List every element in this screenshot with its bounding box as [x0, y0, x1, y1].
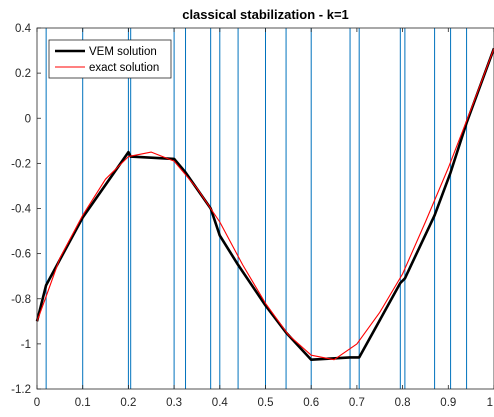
y-tick-label: -0.2	[11, 158, 31, 170]
x-tick-label: 0.4	[212, 397, 229, 409]
legend-label-vem-solution: VEM solution	[89, 46, 157, 58]
x-tick-label: 0.5	[258, 397, 274, 409]
y-tick-label: 0.4	[15, 23, 32, 35]
series-line-vem-solution	[35, 47, 494, 362]
y-tick-label: -1.2	[11, 384, 31, 396]
series-lines	[35, 47, 494, 362]
chart-title: classical stabilization - k=1	[182, 7, 349, 22]
x-tick-label: 0.9	[440, 397, 456, 409]
x-tick-label: 0.3	[166, 397, 182, 409]
legend-box	[48, 39, 172, 79]
x-tick-label: 1	[487, 397, 493, 409]
y-tick-label: -0.8	[11, 294, 31, 306]
x-tick-label: 0.1	[75, 397, 91, 409]
x-tick-label: 0	[34, 397, 40, 409]
series-line-exact-solution	[36, 48, 494, 361]
y-tick-label: 0	[25, 113, 31, 125]
y-tick-label: -1	[21, 339, 31, 351]
y-tick-label: -0.6	[11, 249, 31, 261]
x-tick-label: 0.6	[303, 397, 319, 409]
x-tick-label: 0.7	[349, 397, 365, 409]
x-tick-label: 0.2	[120, 397, 136, 409]
x-tick-label: 0.8	[395, 397, 411, 409]
y-tick-label: -0.4	[11, 204, 31, 216]
legend-label-exact-solution: exact solution	[89, 62, 159, 74]
legend: VEM solution exact solution	[48, 39, 172, 79]
axes: 0 0.1 0.2 0.3 0.4 0.5 0.6 0.7 0.8 0.9 1 -1.2 -1 -0.8 -…	[11, 23, 494, 409]
y-tick-label: 0.2	[15, 68, 31, 80]
